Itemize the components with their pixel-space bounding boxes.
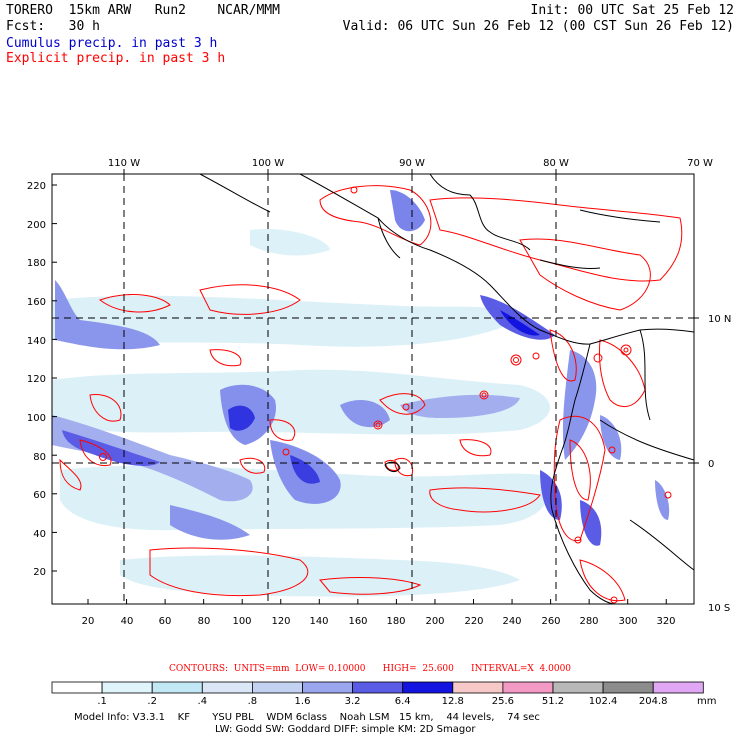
light-precip-field (52, 229, 550, 597)
init-time: Init: 00 UTC Sat 25 Feb 12 (530, 3, 735, 18)
explicit-contours (59, 185, 683, 604)
y-index-label: 140 (27, 336, 46, 347)
legend-label: 3.2 (345, 696, 361, 707)
legend-swatch (502, 681, 554, 694)
legend-label: .1 (97, 696, 107, 707)
model-info: Model Info: V3.3.1 KF YSU PBL WDM 6class… (74, 712, 540, 723)
legend-label: .4 (198, 696, 208, 707)
y-index-label: 20 (33, 567, 46, 578)
legend-swatch (51, 681, 103, 694)
legend-label: 51.2 (542, 696, 564, 707)
legend-label: 1.6 (295, 696, 311, 707)
contours-info: CONTOURS: UNITS=mm LOW= 0.10000 HIGH= 25… (168, 664, 572, 674)
x-index-label: 220 (464, 616, 483, 627)
legend-label: 6.4 (395, 696, 411, 707)
x-index-label: 260 (541, 616, 560, 627)
x-index-label: 180 (386, 616, 405, 627)
x-index-label: 140 (309, 616, 328, 627)
y-index-label: 200 (27, 220, 46, 231)
lat-label: 10 N (708, 314, 731, 325)
legend-swatch (452, 681, 504, 694)
legend-label: .8 (248, 696, 258, 707)
lon-label: 70 W (687, 158, 713, 169)
cumulus-bands (52, 190, 670, 546)
legend-bar: .1 .2 .4 .8 1.6 3.2 6.4 12.8 25.6 51.2 102.4 204.8 (51, 681, 704, 707)
legend-swatch (352, 681, 404, 694)
model-title: TORERO 15km ARW Run2 NCAR/MMM (6, 3, 280, 18)
legend-swatch (251, 681, 303, 694)
legend-swatch (101, 681, 153, 694)
legend-swatch (402, 681, 454, 694)
y-index-label: 100 (27, 413, 46, 424)
x-index-label: 240 (502, 616, 521, 627)
y-index-label: 180 (27, 258, 46, 269)
legend-label: 12.8 (442, 696, 464, 707)
x-index-label: 320 (656, 616, 675, 627)
x-index-label: 60 (159, 616, 172, 627)
y-index-label: 80 (33, 452, 46, 463)
y-index-label: 40 (33, 529, 46, 540)
coastlines (199, 174, 694, 604)
x-index-label: 300 (618, 616, 637, 627)
lon-label: 110 W (108, 158, 140, 169)
x-index-label: 40 (121, 616, 134, 627)
model-physics: LW: Godd SW: Goddard DIFF: simple KM: 2D… (215, 724, 476, 735)
legend-label: 25.6 (492, 696, 514, 707)
legend-label: 204.8 (639, 696, 668, 707)
y-index-label: 220 (27, 181, 46, 192)
legend-swatch (151, 681, 203, 694)
lon-label: 80 W (543, 158, 569, 169)
lon-label: 90 W (399, 158, 425, 169)
legend-swatch (201, 681, 253, 694)
legend-swatch (602, 681, 654, 694)
lat-label: 10 S (708, 603, 730, 614)
x-index-label: 80 (198, 616, 211, 627)
cumulus-label: Cumulus precip. in past 3 h (6, 36, 218, 51)
legend-unit: mm (697, 696, 716, 707)
legend-swatch (302, 681, 353, 694)
lat-label: 0 (708, 459, 714, 470)
map-frame (51, 173, 695, 605)
lon-label: 100 W (252, 158, 284, 169)
legend-swatch (552, 681, 604, 694)
y-index-label: 120 (27, 374, 46, 385)
y-index-label: 60 (33, 490, 46, 501)
y-index-label: 160 (27, 297, 46, 308)
x-index-label: 280 (579, 616, 598, 627)
valid-time: Valid: 06 UTC Sun 26 Feb 12 (00 CST Sun … (342, 19, 734, 34)
x-index-label: 100 (232, 616, 251, 627)
x-index-label: 200 (425, 616, 444, 627)
x-index-label: 160 (348, 616, 367, 627)
x-index-label: 20 (82, 616, 95, 627)
legend-label: 102.4 (589, 696, 618, 707)
legend-swatch (652, 681, 704, 694)
forecast-hour: Fcst: 30 h (6, 19, 100, 34)
x-index-label: 120 (271, 616, 290, 627)
legend-label: .2 (147, 696, 157, 707)
explicit-label: Explicit precip. in past 3 h (6, 51, 226, 66)
